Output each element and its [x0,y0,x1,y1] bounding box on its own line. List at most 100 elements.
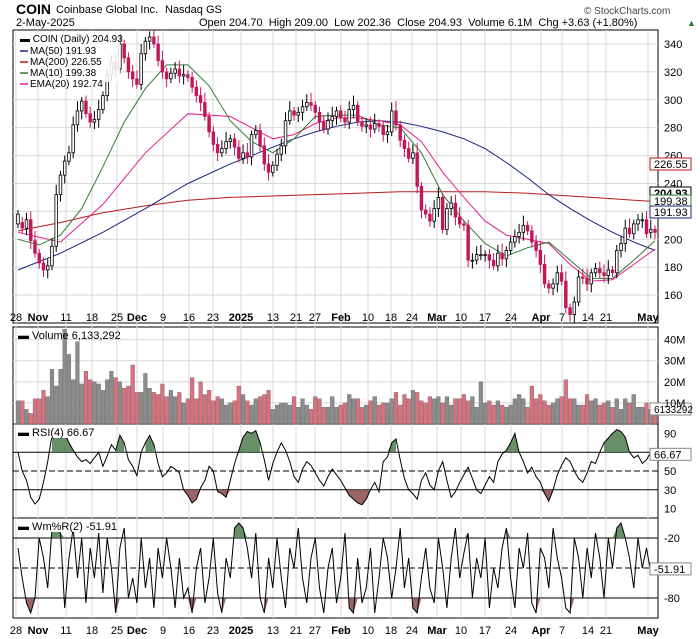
candle-body [207,116,211,133]
candle-body [143,40,148,55]
volume-bar [24,409,29,425]
volume-bar [572,398,577,425]
candle-body [258,130,262,147]
candle-body [343,117,347,123]
volume-bar [304,404,309,425]
ma50-line [17,120,656,271]
candle-body [326,120,330,130]
volume-bar [419,400,424,425]
candle-body [50,245,54,267]
candle-body [79,100,84,112]
rsi-line [17,428,656,506]
candle-body [534,241,538,251]
x-tick-label: 23 [207,312,219,324]
watermark: © StockCharts.com [584,6,670,17]
candle-body [474,254,479,261]
candle-body [164,71,169,80]
date-label: 2-May-2025 [16,17,75,29]
candle-body [339,110,343,119]
candle-body [160,60,165,73]
volume-bar [257,396,263,425]
volume-bar [508,404,513,425]
candle-body [610,269,615,274]
volume-bar [457,398,462,425]
candle-body [54,194,58,247]
price-y-tick-label: 180 [664,262,682,274]
volume-bar [618,409,624,425]
volume-bar [198,381,203,425]
x-tick-label: 13 [267,625,279,637]
volume-bar [58,369,63,425]
volume-bar [389,398,394,425]
candle-body [37,252,41,264]
candle-body [623,227,627,244]
candle-body [139,53,143,85]
x-axis-bottom: 28 Nov 11 18 25 Dec 9 16 23 2025 13 21 27 Feb 10 18 24 Ma… [10,625,660,637]
volume-bar [453,398,458,425]
candle-body [71,124,75,154]
candle-body [130,71,135,80]
legend-entry: MA(50) 191.93 [30,46,97,57]
volume-bar [483,402,488,425]
volume-bar [308,409,314,425]
x-tick-label: 18 [385,312,397,324]
wmr-overbought-fill [612,523,630,538]
candle-body [181,74,186,77]
candle-body [75,110,80,126]
ma10-line [17,64,656,279]
x-tick-label: 10 [455,312,467,324]
volume-bar [538,394,543,425]
volume-y-tick-label: 20M [664,377,685,389]
volume-bar [241,394,246,425]
volume-bar [317,398,322,425]
volume-y-tick-label: 40M [664,335,685,347]
volume-bar [546,404,551,425]
candle-body [198,95,203,103]
candle-body [491,259,496,267]
legend-entry: MA(200) 226.55 [30,57,102,68]
candle-body [423,209,428,215]
candle-body [351,104,356,110]
candle-body [156,43,160,62]
candle-body [84,100,88,115]
candle-body [406,148,411,159]
volume-bar [601,402,607,425]
volume-bar [173,396,178,425]
volume-bar [300,398,305,425]
volume-bar [262,394,267,425]
volume-bar [45,396,50,425]
volume-bar [79,383,84,425]
candle-body [211,131,216,145]
candle-body [517,231,521,237]
volume-bar [372,396,377,425]
candle-body [440,197,445,230]
x-tick-label: Feb [331,312,351,324]
rsi-y-tick-label: 30 [664,485,676,497]
candle-body [300,106,305,113]
volume-bar [139,392,144,425]
x-tick-label: 24 [505,312,517,324]
wmr-last-box [649,562,692,576]
candle-body [88,113,92,123]
x-tick-label: Mar [427,312,447,324]
candle-body [398,124,402,141]
wmr-oversold-fill [412,598,422,613]
volume-y-tick-label: 10M [664,398,685,410]
volume-bar [334,406,339,425]
wmr-oversold-fill [536,598,545,613]
volume-bar [402,394,407,425]
volume-bar [542,400,547,425]
candle-body [479,254,483,257]
volume-bar [347,394,352,425]
volume-bar [122,388,127,425]
wmr-y-tick-label: -80 [664,593,680,605]
candle-body [559,272,564,282]
candle-body [402,139,407,149]
volume-bar [359,406,365,425]
wmr-y-tick-label: -20 [664,533,680,545]
volume-bar [147,388,152,425]
x-tick-label: 25 [111,625,123,637]
x-tick-label: 21 [290,625,302,637]
